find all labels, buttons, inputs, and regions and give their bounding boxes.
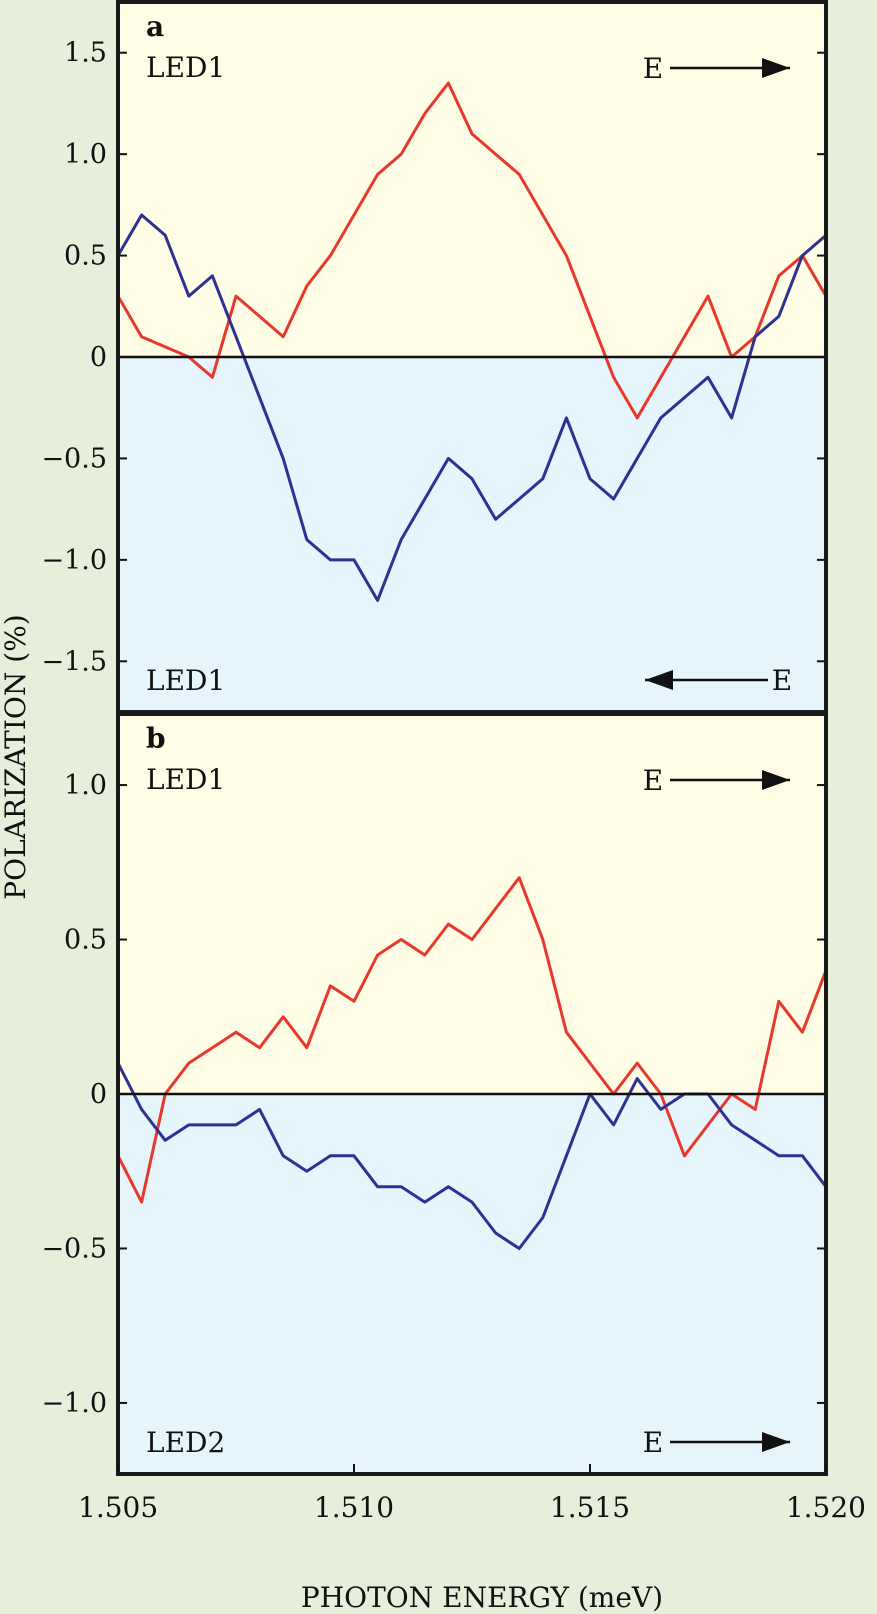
panel-b-top-arrow-icon <box>670 770 790 790</box>
panel-a-y-tick-label: 0 <box>90 342 107 373</box>
panel-a-y-tick-label: 1.5 <box>64 38 107 69</box>
panel-b: 1.0 0.5 0 −0.5 −1.0 b LED1 LED2 E E <box>41 712 828 1476</box>
panel-a-y-tick-label: −1.5 <box>41 646 107 677</box>
panel-b-bottom-arrow-head <box>762 1432 790 1452</box>
x-tick-label: 1.520 <box>786 1491 866 1524</box>
panel-a-bottom-arrow-icon <box>645 670 768 690</box>
panel-a-y-tick-label: 0.5 <box>64 241 107 272</box>
panel-a-top-field-label: E <box>643 52 663 85</box>
panel-b-y-tick-label: 0 <box>90 1079 107 1110</box>
panel-b-bottom-led-label: LED2 <box>146 1426 225 1459</box>
panel-a-y-tick-label: −1.0 <box>41 545 107 576</box>
panel-a-y-ticks: 1.5 1.0 0.5 0 −0.5 −1.0 −1.5 <box>41 38 826 677</box>
panel-b-top-field-label: E <box>643 764 663 797</box>
x-axis-label: PHOTON ENERGY (meV) <box>301 1581 663 1614</box>
panel-a-top-led-label: LED1 <box>146 51 225 84</box>
panel-a-top-arrow-head <box>762 58 790 78</box>
panel-b-label: b <box>146 722 166 755</box>
panel-b-negative-region <box>118 1094 826 1474</box>
y-axis-label: POLARIZATION (%) <box>0 614 32 899</box>
panel-b-bottom-arrow-icon <box>670 1432 790 1452</box>
panel-b-series-line-red <box>118 876 826 1204</box>
x-axis-ticks: 1.505 1.510 1.515 1.520 <box>78 1464 866 1524</box>
panel-a-series-line-blue <box>118 213 826 602</box>
panel-a-y-tick-label: −0.5 <box>41 443 107 474</box>
panel-a: 1.5 1.0 0.5 0 −0.5 −1.0 −1.5 a LED1 LED1 E E <box>41 0 828 714</box>
panel-a-bottom-led-label: LED1 <box>146 664 225 697</box>
panel-a-negative-region <box>118 357 826 712</box>
panel-b-positive-region <box>118 714 826 1094</box>
panel-b-bottom-field-label: E <box>643 1426 663 1459</box>
panel-a-series <box>118 81 826 602</box>
panel-b-y-tick-label: 1.0 <box>64 770 107 801</box>
panel-b-top-arrow-head <box>762 770 790 790</box>
panel-b-y-tick-label: 0.5 <box>64 925 107 956</box>
panel-b-y-ticks: 1.0 0.5 0 −0.5 −1.0 <box>41 770 826 1419</box>
x-tick-label: 1.510 <box>314 1491 394 1524</box>
x-tick-label: 1.505 <box>78 1491 158 1524</box>
panel-b-top-led-label: LED1 <box>146 763 225 796</box>
panel-b-y-tick-label: −0.5 <box>41 1233 107 1264</box>
panel-b-y-tick-label: −1.0 <box>41 1388 107 1419</box>
panel-a-bottom-field-label: E <box>772 664 792 697</box>
panel-a-series-line-red <box>118 81 826 420</box>
panel-a-label: a <box>146 10 164 43</box>
panel-a-y-tick-label: 1.0 <box>64 139 107 170</box>
panel-a-top-arrow-icon <box>670 58 790 78</box>
panel-a-bottom-arrow-head <box>645 670 673 690</box>
x-tick-label: 1.515 <box>550 1491 630 1524</box>
